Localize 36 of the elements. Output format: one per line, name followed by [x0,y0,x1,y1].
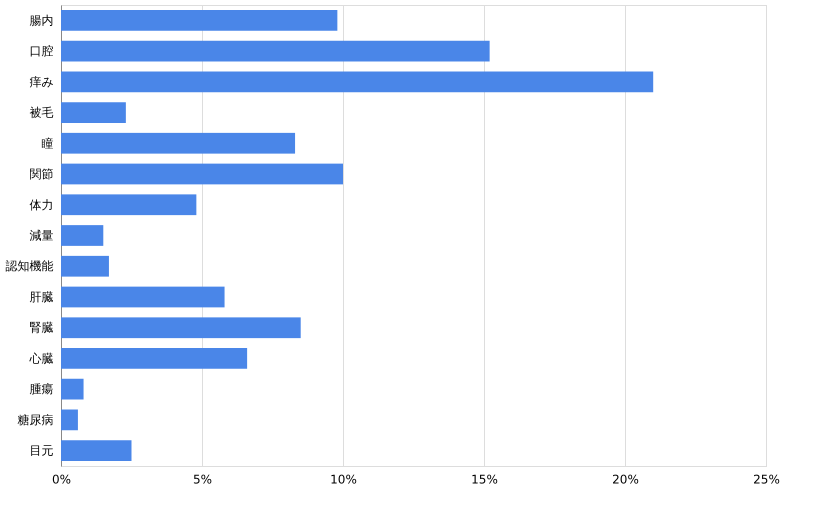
bar [61,132,296,154]
y-tick-label: 腫瘍 [30,382,54,396]
bar [61,317,301,338]
y-tick-label: 被毛 [30,106,54,120]
y-tick-label: 痒み [30,74,54,89]
bar [61,40,490,62]
y-tick-label: 関節 [30,167,54,182]
y-tick-label: 肝臓 [30,290,54,304]
y-tick-label: 糖尿病 [18,412,54,427]
y-tick-label: 心臓 [28,351,54,366]
x-tick-label: 25% [753,472,780,486]
y-tick-label: 腸内 [30,13,54,28]
y-tick-label: 体力 [30,198,54,212]
x-tick-label: 5% [192,472,212,486]
y-tick-label: 口腔 [30,44,54,58]
bar [61,71,654,92]
bar [61,378,84,400]
y-tick-label: 目元 [30,444,54,458]
bar [61,348,248,369]
x-tick-label: 20% [612,472,639,486]
bar [61,164,343,184]
x-tick-label: 10% [330,472,357,486]
bar [61,102,126,123]
y-tick-label: 減量 [30,228,54,242]
bar [61,286,225,308]
bar [61,440,132,462]
bar [61,410,78,430]
bar [61,256,109,277]
y-tick-label: 認知機能 [6,259,54,274]
bar [61,10,338,31]
bar [61,225,104,246]
bar [61,194,196,216]
x-tick-label: 15% [471,472,498,486]
y-tick-label: 腎臓 [30,320,54,335]
y-tick-label: 瞳 [42,136,54,150]
x-tick-label: 0% [52,472,72,486]
